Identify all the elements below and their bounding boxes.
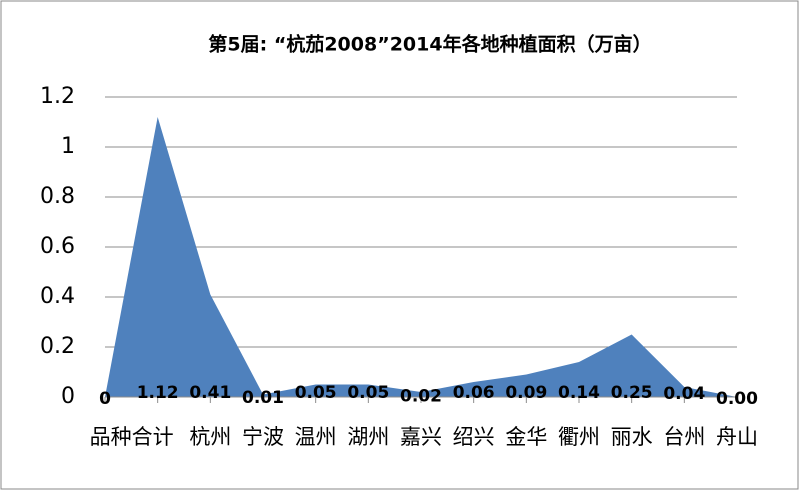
x-tick-label: 绍兴 bbox=[453, 425, 495, 449]
y-tick-label: 0.6 bbox=[40, 234, 75, 259]
data-label: 0.09 bbox=[505, 383, 547, 403]
data-label: 0.41 bbox=[189, 383, 231, 403]
data-label: 0.04 bbox=[663, 384, 705, 404]
x-tick-label: 宁波 bbox=[242, 425, 284, 449]
y-tick-label: 0.2 bbox=[40, 334, 75, 359]
data-label: 0.25 bbox=[611, 383, 653, 403]
data-label: 0.00 bbox=[716, 389, 758, 409]
data-label: 1.12 bbox=[137, 383, 179, 403]
x-tick-label: 杭州 bbox=[189, 425, 231, 449]
y-tick-label: 0 bbox=[61, 384, 75, 409]
data-label: 0.14 bbox=[558, 383, 600, 403]
data-label: 0.05 bbox=[347, 383, 389, 403]
x-tick-label: 金华 bbox=[505, 425, 547, 449]
x-tick-label: 衢州 bbox=[558, 425, 600, 449]
data-label: 0.06 bbox=[453, 383, 495, 403]
chart-title: 第5届: “杭茄2008”2014年各地种植面积（万亩） bbox=[208, 33, 651, 56]
data-label: 0 bbox=[99, 389, 111, 409]
y-tick-label: 0.4 bbox=[40, 284, 75, 309]
y-tick-label: 1.2 bbox=[40, 84, 75, 109]
data-label: 0.01 bbox=[242, 388, 284, 408]
x-tick-label: 温州 bbox=[295, 425, 337, 449]
data-label: 0.02 bbox=[400, 387, 442, 407]
x-tick-label: 品种合计 bbox=[90, 425, 174, 449]
data-label: 0.05 bbox=[295, 383, 337, 403]
x-tick-label: 湖州 bbox=[347, 425, 389, 449]
x-tick-label: 台州 bbox=[663, 425, 705, 449]
y-tick-label: 1 bbox=[61, 134, 75, 159]
x-tick-label: 嘉兴 bbox=[400, 425, 442, 449]
area bbox=[105, 117, 737, 397]
y-tick-label: 0.8 bbox=[40, 184, 75, 209]
x-tick-label: 丽水 bbox=[611, 425, 653, 449]
x-tick-label: 舟山 bbox=[716, 425, 758, 449]
